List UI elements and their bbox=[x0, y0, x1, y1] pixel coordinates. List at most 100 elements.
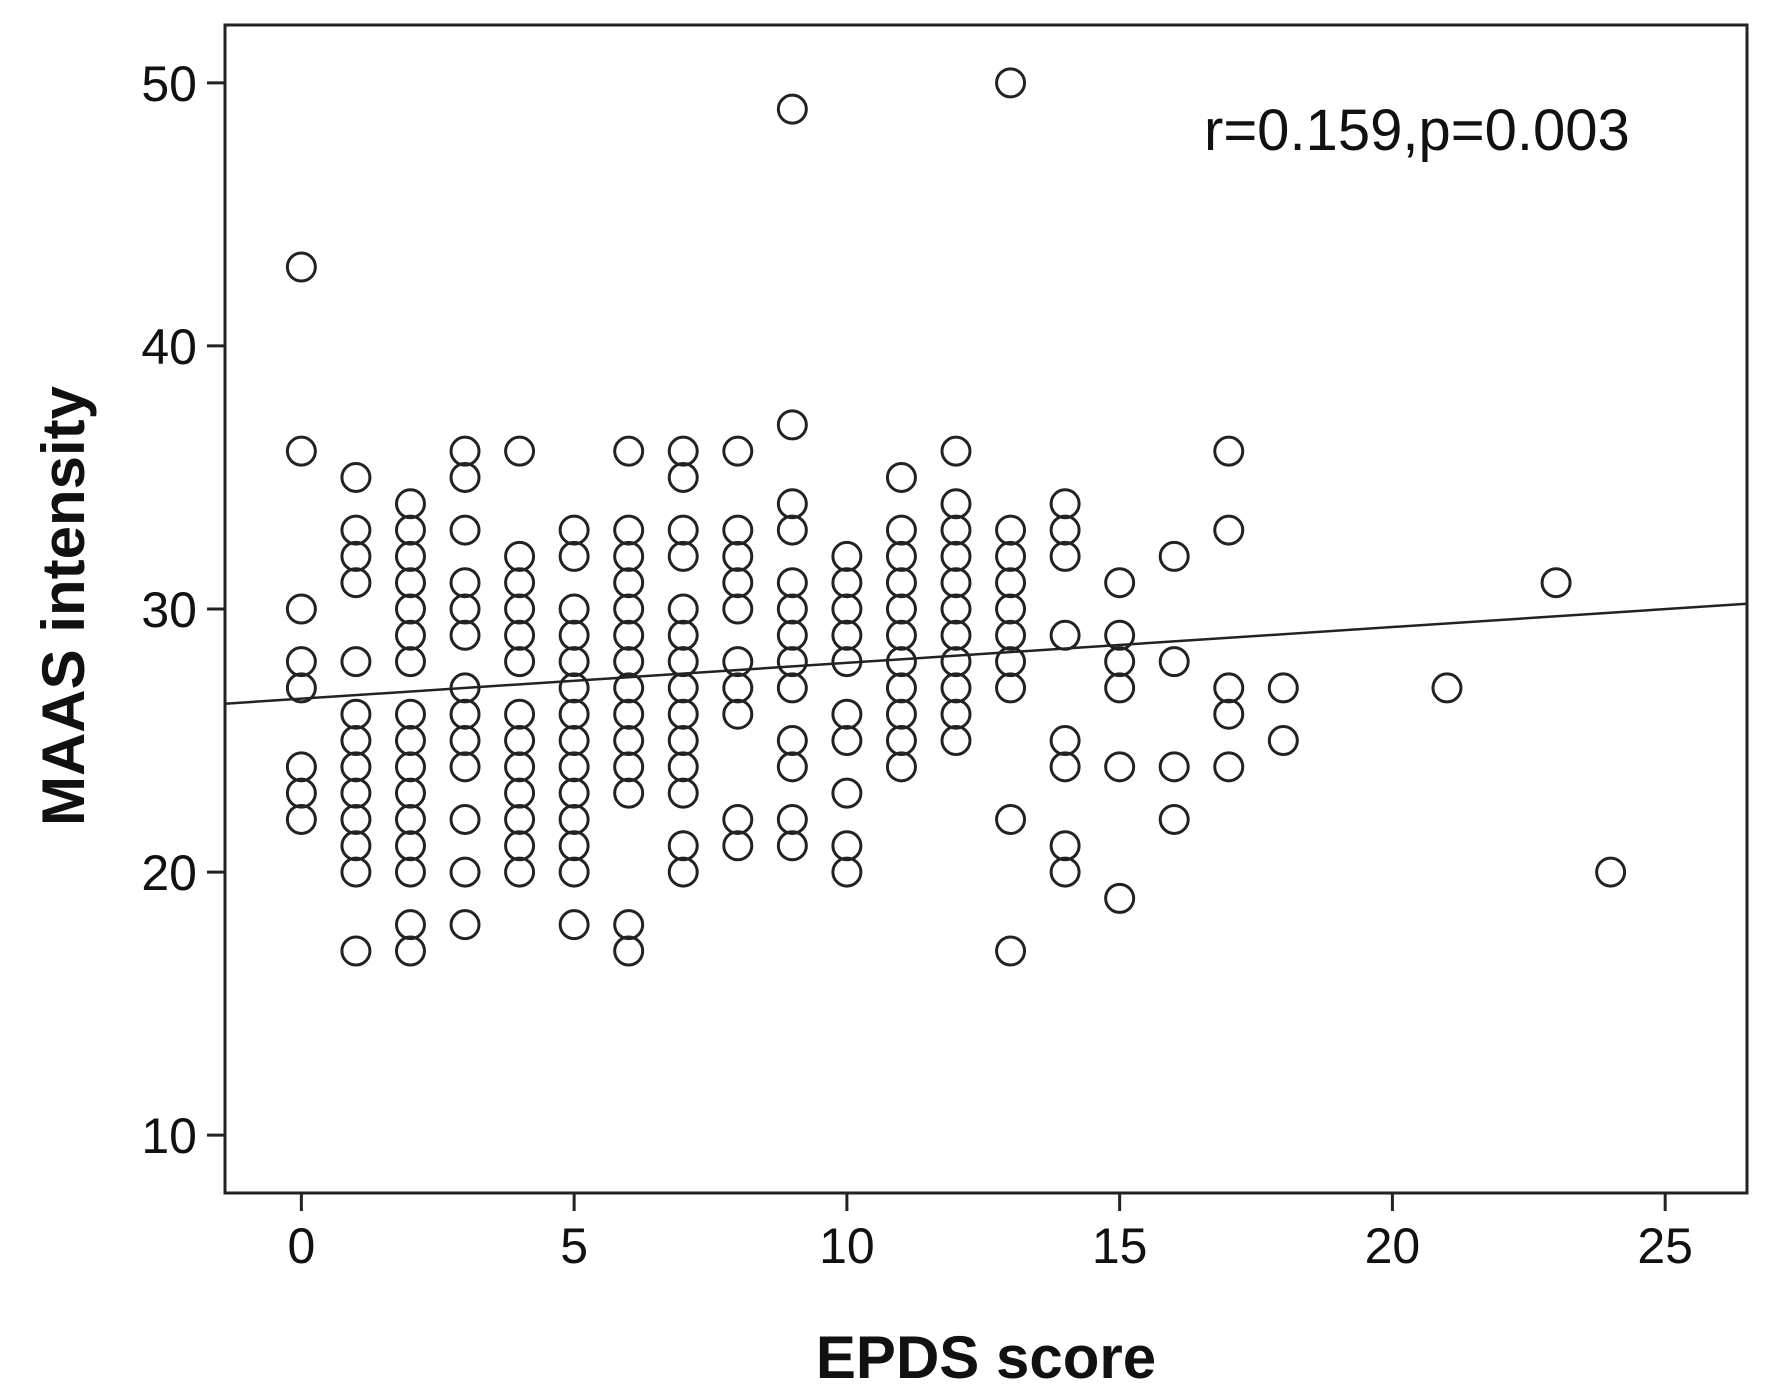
data-point bbox=[613, 540, 645, 572]
data-point bbox=[776, 803, 808, 835]
data-point bbox=[667, 593, 699, 625]
data-point bbox=[558, 777, 590, 809]
data-point bbox=[1104, 567, 1136, 599]
data-point bbox=[558, 751, 590, 783]
data-point bbox=[340, 751, 372, 783]
data-point bbox=[776, 751, 808, 783]
data-point bbox=[394, 619, 426, 651]
data-point bbox=[394, 751, 426, 783]
correlation-annotation: r=0.159,p=0.003 bbox=[1204, 98, 1630, 163]
data-point bbox=[340, 540, 372, 572]
data-point bbox=[394, 909, 426, 941]
data-point bbox=[613, 698, 645, 730]
data-point bbox=[885, 646, 917, 678]
data-point bbox=[340, 646, 372, 678]
data-point bbox=[1213, 751, 1245, 783]
data-point bbox=[667, 646, 699, 678]
data-point bbox=[1213, 435, 1245, 467]
data-point bbox=[667, 725, 699, 757]
data-point bbox=[1049, 514, 1081, 546]
data-point bbox=[995, 935, 1027, 967]
data-point bbox=[1158, 646, 1190, 678]
data-point bbox=[667, 514, 699, 546]
data-point bbox=[558, 672, 590, 704]
data-point bbox=[995, 593, 1027, 625]
data-point bbox=[449, 751, 481, 783]
data-point bbox=[722, 830, 754, 862]
data-point bbox=[722, 567, 754, 599]
data-point bbox=[613, 909, 645, 941]
data-point bbox=[667, 856, 699, 888]
data-point bbox=[449, 803, 481, 835]
x-tick-label: 20 bbox=[1365, 1218, 1421, 1274]
data-point bbox=[613, 646, 645, 678]
data-point bbox=[1213, 672, 1245, 704]
data-point bbox=[613, 725, 645, 757]
y-axis: 10 20 30 40 50 bbox=[141, 56, 225, 1164]
data-point bbox=[940, 698, 972, 730]
data-point bbox=[613, 751, 645, 783]
data-point bbox=[776, 93, 808, 125]
data-point bbox=[558, 803, 590, 835]
data-point bbox=[885, 593, 917, 625]
data-point bbox=[1104, 672, 1136, 704]
data-point bbox=[1267, 672, 1299, 704]
data-point bbox=[394, 856, 426, 888]
data-point bbox=[940, 488, 972, 520]
data-point bbox=[504, 803, 536, 835]
data-point bbox=[340, 567, 372, 599]
data-point bbox=[885, 514, 917, 546]
data-point bbox=[504, 646, 536, 678]
data-point bbox=[995, 803, 1027, 835]
data-point bbox=[940, 540, 972, 572]
data-point bbox=[776, 619, 808, 651]
data-point bbox=[722, 435, 754, 467]
data-point bbox=[613, 514, 645, 546]
data-point bbox=[340, 698, 372, 730]
data-point bbox=[1158, 540, 1190, 572]
data-point bbox=[285, 803, 317, 835]
data-point bbox=[1049, 488, 1081, 520]
data-point bbox=[449, 514, 481, 546]
data-point bbox=[285, 672, 317, 704]
data-point bbox=[722, 540, 754, 572]
data-point bbox=[667, 830, 699, 862]
data-point bbox=[776, 672, 808, 704]
data-point bbox=[558, 725, 590, 757]
data-point bbox=[558, 909, 590, 941]
data-point bbox=[995, 567, 1027, 599]
data-point bbox=[885, 698, 917, 730]
data-point bbox=[394, 488, 426, 520]
data-point bbox=[394, 540, 426, 572]
data-point bbox=[285, 646, 317, 678]
data-point bbox=[1540, 567, 1572, 599]
data-point bbox=[504, 435, 536, 467]
regression-line bbox=[224, 602, 1748, 705]
data-point bbox=[776, 488, 808, 520]
data-point bbox=[340, 935, 372, 967]
data-point bbox=[667, 435, 699, 467]
data-point bbox=[940, 593, 972, 625]
data-point bbox=[558, 619, 590, 651]
data-point bbox=[885, 672, 917, 704]
data-point bbox=[667, 461, 699, 493]
data-point bbox=[1267, 725, 1299, 757]
y-axis-title: MAAS intensity bbox=[30, 385, 97, 826]
x-tick-label: 5 bbox=[560, 1218, 588, 1274]
data-point bbox=[1104, 882, 1136, 914]
data-point bbox=[831, 540, 863, 572]
data-point bbox=[504, 856, 536, 888]
data-point bbox=[504, 540, 536, 572]
data-point bbox=[449, 619, 481, 651]
data-point bbox=[394, 803, 426, 835]
data-point bbox=[340, 725, 372, 757]
data-point bbox=[340, 777, 372, 809]
data-point bbox=[1213, 698, 1245, 730]
data-point bbox=[776, 830, 808, 862]
data-point bbox=[449, 856, 481, 888]
data-point bbox=[831, 856, 863, 888]
data-point bbox=[394, 777, 426, 809]
y-tick-label: 30 bbox=[141, 582, 197, 638]
data-point bbox=[995, 672, 1027, 704]
